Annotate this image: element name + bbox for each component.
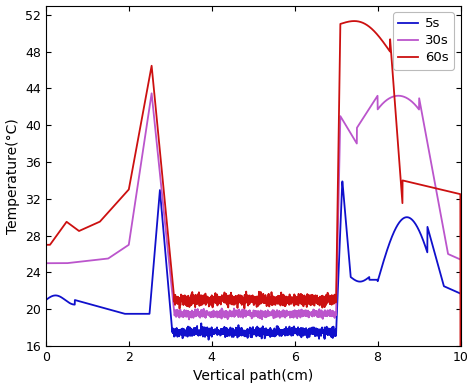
5s: [115, 310, 120, 314]
30s: [458, 257, 464, 262]
5s: [405, 215, 411, 220]
Line: 5s: 5s: [46, 181, 461, 340]
30s: [115, 250, 120, 254]
60s: [351, 19, 357, 23]
5s: [43, 298, 49, 302]
30s: [43, 261, 49, 266]
Line: 30s: 30s: [46, 93, 461, 319]
60s: [220, 296, 226, 300]
Line: 60s: 60s: [46, 21, 461, 389]
5s: [450, 288, 456, 293]
5s: [339, 179, 345, 184]
30s: [220, 311, 226, 316]
5s: [458, 291, 464, 296]
5s: [220, 329, 226, 334]
5s: [206, 337, 211, 342]
30s: [149, 91, 155, 96]
30s: [90, 258, 96, 263]
60s: [405, 179, 410, 184]
30s: [186, 317, 192, 322]
30s: [405, 96, 411, 101]
X-axis label: Vertical path(cm): Vertical path(cm): [193, 370, 313, 384]
5s: [202, 328, 208, 333]
Y-axis label: Temperature(°C): Temperature(°C): [6, 118, 19, 234]
60s: [202, 296, 208, 301]
30s: [202, 312, 208, 317]
Legend: 5s, 30s, 60s: 5s, 30s, 60s: [393, 12, 454, 70]
30s: [450, 254, 456, 258]
60s: [43, 242, 49, 247]
60s: [90, 223, 96, 227]
60s: [115, 200, 120, 204]
60s: [450, 190, 456, 194]
5s: [90, 303, 96, 307]
